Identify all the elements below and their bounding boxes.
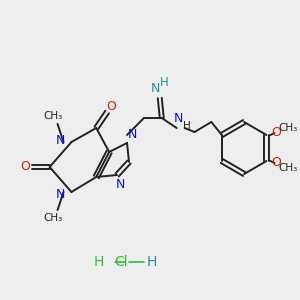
Text: N: N (56, 134, 65, 146)
Text: H: H (183, 121, 190, 131)
Text: H: H (147, 255, 157, 269)
Text: N: N (174, 112, 183, 125)
Text: CH₃: CH₃ (279, 163, 298, 173)
Text: Cl: Cl (114, 255, 128, 269)
Text: CH₃: CH₃ (279, 123, 298, 133)
Text: O: O (272, 127, 281, 140)
Text: O: O (106, 100, 116, 112)
Text: CH₃: CH₃ (43, 111, 62, 121)
Text: CH₃: CH₃ (43, 213, 62, 223)
Text: H: H (160, 76, 169, 88)
Text: H: H (94, 255, 104, 269)
Text: O: O (20, 160, 30, 173)
Text: N: N (116, 178, 125, 190)
Text: N: N (56, 188, 65, 200)
Text: N: N (151, 82, 160, 94)
Text: O: O (272, 157, 281, 169)
Text: N: N (127, 128, 137, 140)
